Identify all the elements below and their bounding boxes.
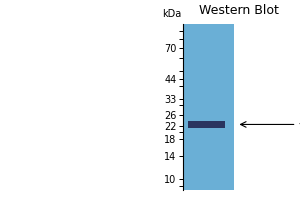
Bar [183,24,234,190]
Text: kDa: kDa [162,9,181,19]
Text: Western Blot: Western Blot [199,4,279,17]
Text: ←23kDa: ←23kDa [299,119,300,129]
